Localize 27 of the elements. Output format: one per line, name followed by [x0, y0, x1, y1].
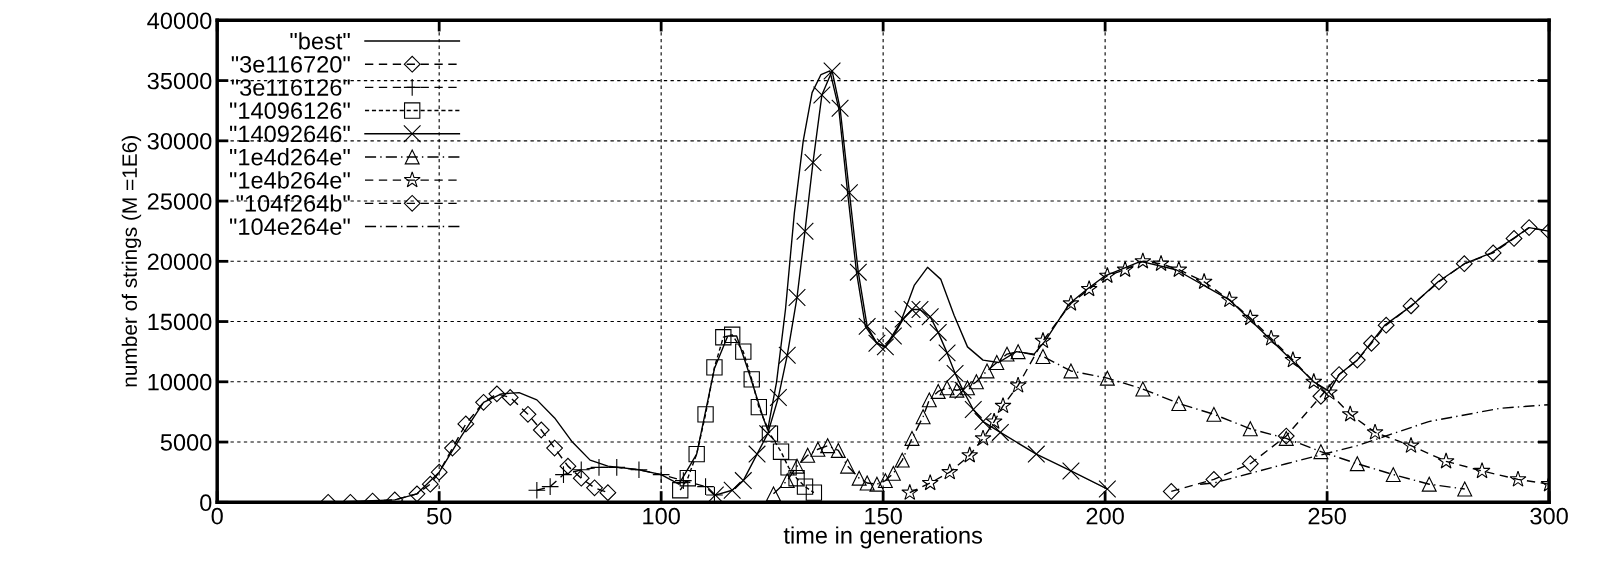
y-tick-label: 5000 [160, 434, 212, 451]
y-tick-label: 40000 [147, 12, 212, 30]
legend-label: "3e116720" [231, 55, 350, 73]
y-axis-title: number of strings (M =1E6) [121, 136, 142, 387]
x-tick-label: 0 [211, 507, 223, 525]
x-axis-title: time in generations [783, 526, 983, 549]
y-tick-label: 25000 [147, 193, 212, 210]
y-tick-label: 35000 [147, 72, 212, 90]
x-tick-label: 250 [1308, 507, 1346, 525]
y-tick-label: 20000 [147, 253, 212, 271]
legend-label: "1e4b264e" [230, 171, 350, 189]
y-tick-label: 15000 [148, 313, 212, 331]
x-tick-label: 300 [1530, 507, 1568, 525]
legend-label: "14092646" [230, 125, 350, 143]
x-tick-label: 200 [1086, 507, 1124, 525]
y-tick-label: 0 [200, 494, 212, 512]
y-tick-label: 10000 [148, 373, 212, 391]
x-tick-label: 100 [643, 507, 680, 525]
y-tick-label: 30000 [147, 132, 212, 150]
legend-label: "3e116126" [231, 79, 350, 96]
legend-label: "104f264b" [236, 194, 350, 212]
legend-label: "104e264e" [230, 218, 350, 236]
legend-label: "14096126" [230, 102, 350, 120]
legend-label: "1e4d264e" [230, 148, 350, 166]
x-tick-label: 150 [865, 507, 902, 525]
x-tick-label: 50 [426, 507, 452, 525]
legend-label: "best" [290, 32, 350, 50]
